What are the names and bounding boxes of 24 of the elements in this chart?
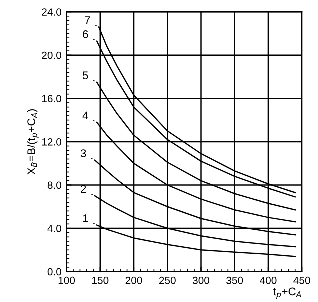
annotation: 6 <box>83 30 88 38</box>
x-tick-label: 150 <box>92 276 109 284</box>
annotation: 5 <box>82 72 88 80</box>
annotation: 7 <box>85 16 90 24</box>
x-tick-label: 400 <box>260 276 277 284</box>
y-tick-label: 12.0 <box>42 138 62 146</box>
y-tick-label: 0.0 <box>48 268 62 276</box>
annotation: 1 <box>83 214 88 222</box>
x-tick-label: 200 <box>126 276 142 284</box>
y-tick-label: 4.0 <box>48 225 62 232</box>
annotation: 2 <box>81 185 86 194</box>
y-axis-title: X$_{B}$=B/(t$_{p}$+C$_{A}$) <box>27 110 39 175</box>
x-tick-label: 450 <box>294 276 310 284</box>
x-tick-label: 300 <box>192 276 210 284</box>
y-tick-label: 24.0 <box>42 8 62 16</box>
x-tick-label: 100 <box>58 276 76 284</box>
annotation: 3 <box>80 150 86 158</box>
y-tick-label: 8.0 <box>48 182 62 190</box>
x-axis-title: t$_{p}$+C$_{A}$ <box>273 288 302 299</box>
y-tick-label: 16.0 <box>42 95 62 103</box>
x-tick-label: 350 <box>226 276 244 284</box>
y-tick-label: 20.0 <box>42 52 62 60</box>
annotation: 4 <box>82 112 88 120</box>
x-tick-label: 250 <box>159 276 176 284</box>
